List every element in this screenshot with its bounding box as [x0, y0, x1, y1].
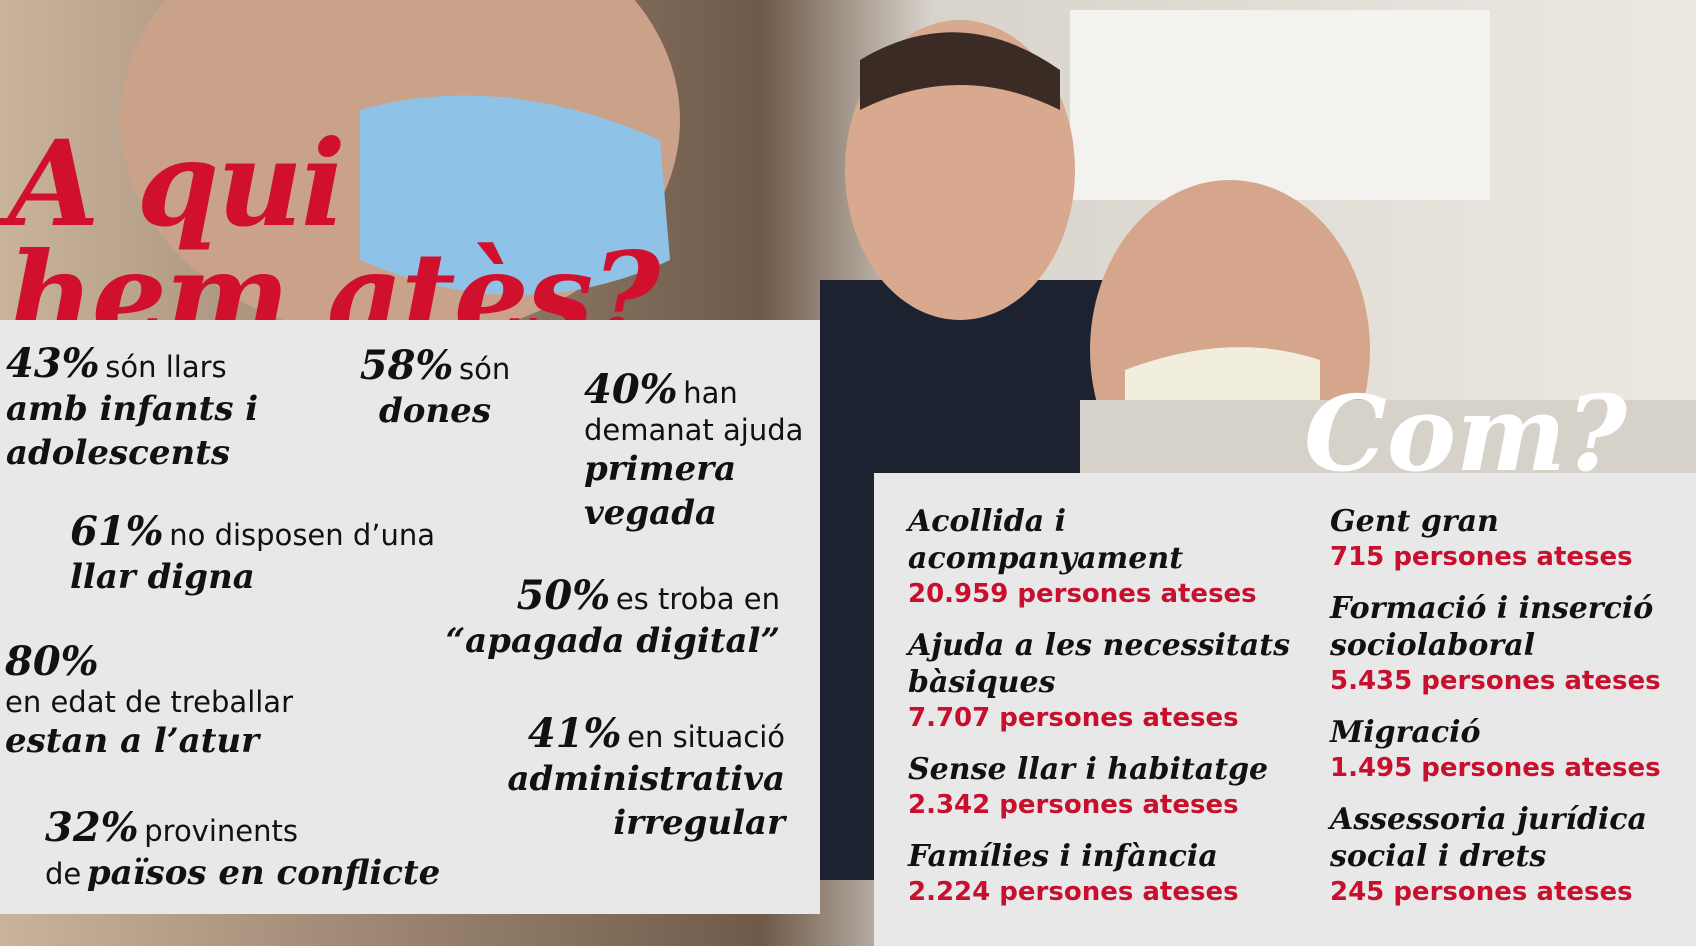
- stat-text: en edat de treballar: [5, 685, 293, 719]
- service-name: Acollida i acompanyament: [908, 503, 1328, 577]
- stat-emphasis: primera vegada: [584, 447, 809, 535]
- service-count: 2.342 persones ateses: [908, 788, 1328, 822]
- stat-text: de: [45, 857, 81, 891]
- service-count: 715 persones ateses: [1330, 540, 1696, 574]
- stat: 32% provinents de països en conflicte: [45, 804, 565, 895]
- stat-text: es troba en: [616, 582, 780, 616]
- stat-pct: 40%: [584, 366, 678, 413]
- service-name: Famílies i infància: [908, 838, 1328, 875]
- service-count: 2.224 persones ateses: [908, 875, 1328, 909]
- service-count: 5.435 persones ateses: [1330, 664, 1696, 698]
- service-name: Gent gran: [1330, 503, 1696, 540]
- stat-emphasis: països en conflicte: [87, 853, 440, 893]
- service-count: 20.959 persones ateses: [908, 577, 1328, 611]
- stat-pct: 58%: [360, 342, 454, 389]
- stat-emphasis: “apagada digital”: [350, 619, 780, 663]
- stat-text: provinents: [144, 814, 298, 848]
- page: A quihem atès? 43% són llarsamb infants …: [0, 0, 1696, 946]
- stat-pct: 43%: [6, 340, 100, 387]
- stat-emphasis: dones: [340, 389, 530, 433]
- stat-pct: 41%: [528, 710, 622, 757]
- service-count: 7.707 persones ateses: [908, 701, 1328, 735]
- service-count: 1.495 persones ateses: [1330, 751, 1696, 785]
- stat-pct: 80%: [5, 638, 99, 685]
- stat-pct: 50%: [517, 572, 611, 619]
- stat-pct: 32%: [45, 804, 139, 851]
- title-line: A qui: [8, 128, 658, 240]
- service-name: Migració: [1330, 714, 1696, 751]
- stat-text: no disposen d’una: [169, 518, 435, 552]
- service-name: Formació i inserció sociolaboral: [1330, 590, 1696, 664]
- stat-emphasis: estan a l’atur: [5, 719, 345, 763]
- service-name: Assessoria jurídica social i drets: [1330, 801, 1696, 875]
- stat: 50% es troba en“apagada digital”: [350, 572, 780, 663]
- stat-pct: 61%: [70, 508, 164, 555]
- service-name: Sense llar i habitatge: [908, 751, 1328, 788]
- stat-text: són: [459, 352, 510, 386]
- service-count: 245 persones ateses: [1330, 875, 1696, 909]
- stat-emphasis: amb infants i adolescents: [6, 387, 326, 475]
- service-name: Ajuda a les necessitats bàsiques: [908, 627, 1328, 701]
- stat-text: en situació: [627, 720, 785, 754]
- stat-text: són llars: [105, 350, 226, 384]
